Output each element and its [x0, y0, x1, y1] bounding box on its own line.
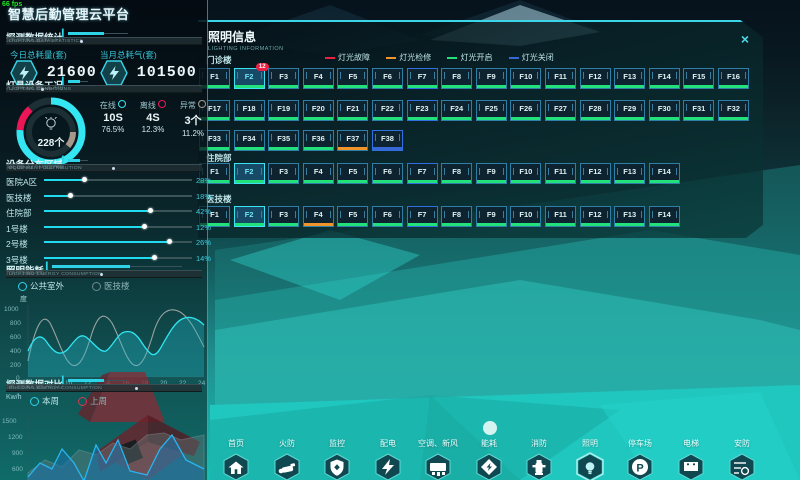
svg-text:800: 800	[10, 320, 21, 327]
svg-text:1200: 1200	[8, 434, 23, 441]
svg-text:600: 600	[12, 466, 23, 473]
svg-text:200: 200	[10, 362, 21, 369]
svg-text:1000: 1000	[4, 306, 19, 313]
svg-text:400: 400	[10, 348, 21, 355]
svg-text:度: 度	[20, 294, 27, 303]
svg-text:900: 900	[12, 450, 23, 457]
svg-text:P: P	[636, 463, 643, 475]
svg-text:1500: 1500	[2, 418, 17, 425]
svg-text:600: 600	[10, 334, 21, 341]
